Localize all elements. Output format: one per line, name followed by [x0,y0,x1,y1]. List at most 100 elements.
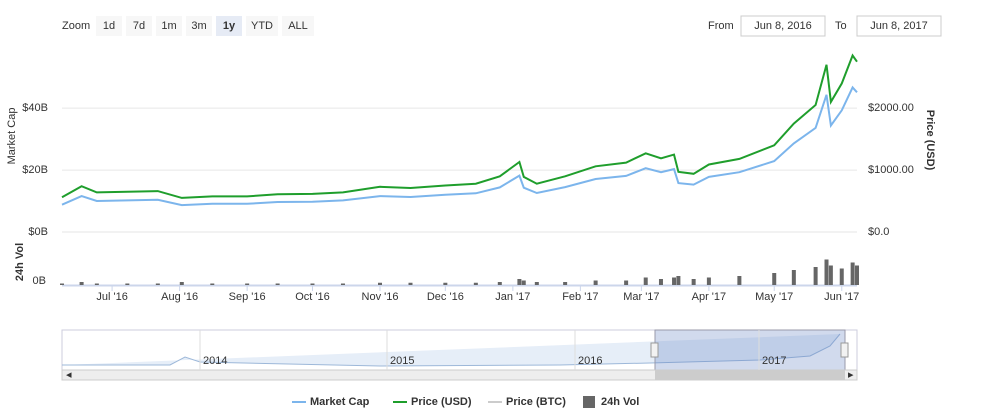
from-input[interactable] [740,15,826,37]
x-tick-label: Jun '17 [824,291,859,303]
navigator-label: 2014 [203,355,227,367]
y-tick-label: $40B [22,102,48,114]
x-tick-label: Aug '16 [161,291,198,303]
legend-item[interactable]: Market Cap [310,396,370,408]
zoom-button-bg[interactable] [96,16,122,36]
from-value[interactable]: Jun 8, 2016 [754,20,812,32]
volume-bar [850,262,855,285]
zoom-button[interactable]: 7d [133,20,145,32]
y2-tick-label: $1000.00 [868,164,914,176]
navigator-series [62,333,841,367]
volume-bar [179,282,184,285]
zoom-button[interactable]: 1m [161,20,176,32]
legend-item[interactable]: 24h Vol [601,396,639,408]
zoom-button-bg[interactable] [186,16,212,36]
scroll-right[interactable]: ▸ [848,369,854,381]
volume-bar [521,280,526,285]
volume-bar [310,283,315,285]
zoom-button[interactable]: 1y [223,20,236,32]
volume-bar [408,282,413,285]
volume-bar [275,283,280,285]
volume-bar [813,267,818,285]
zoom-label: Zoom [62,20,90,32]
volume-bar [94,283,99,285]
scrollbar[interactable] [61,369,858,381]
navigator-handle[interactable] [650,342,659,358]
volume-bar [593,280,598,285]
volume-bar [855,265,859,285]
series-line [61,85,858,207]
volume-bar [658,279,663,285]
y2-axis-title: Price (USD) [924,110,936,171]
y-tick-label: $20B [22,164,48,176]
x-tick-label: Feb '17 [562,291,598,303]
volume-bar [624,280,629,285]
x-tick-label: Jul '16 [96,291,127,303]
to-label: To [835,20,847,32]
x-tick-label: Dec '16 [427,291,464,303]
legend-symbol[interactable] [583,396,595,408]
volume-bar [497,282,502,285]
zoom-button-bg[interactable] [156,16,182,36]
y3-tick-label: 0B [33,275,46,287]
navigator-handle[interactable] [840,342,849,358]
zoom-button[interactable]: YTD [251,20,273,32]
volume-bar [676,276,681,285]
zoom-button-bg[interactable] [216,16,242,36]
volume-bar [210,283,215,285]
y3-axis-title: 24h Vol [14,243,26,281]
zoom-button-bg[interactable] [246,16,278,36]
volume-bar [691,279,696,285]
volume-bar [839,268,844,285]
volume-bar [517,279,522,285]
x-tick-label: May '17 [755,291,793,303]
volume-bar [791,270,796,285]
volume-bar [443,282,448,285]
x-tick-label: Oct '16 [295,291,330,303]
volume-bar [125,283,130,285]
volume-bar [378,282,382,285]
x-tick-label: Nov '16 [362,291,399,303]
volume-bar [772,273,777,285]
y-axis-title: Market Cap [6,108,18,165]
volume-bar [60,283,64,285]
volume-bar [672,277,677,285]
navigator-label: 2016 [578,355,602,367]
from-label: From [708,20,734,32]
volume-bar [340,283,345,285]
zoom-button-bg[interactable] [126,16,152,36]
to-input[interactable] [856,15,942,37]
y2-tick-label: $2000.00 [868,102,914,114]
scrollbar-thumb[interactable] [655,370,845,380]
volume-bar [706,277,711,285]
zoom-button[interactable]: 1d [103,20,115,32]
volume-bar [155,283,160,285]
legend-item[interactable]: Price (USD) [411,396,472,408]
volume-bar [824,259,829,285]
volume-bar [737,276,742,285]
volume-bar [828,265,833,285]
zoom-button-bg[interactable] [282,16,314,36]
volume-bar [79,282,84,285]
legend-item[interactable]: Price (BTC) [506,396,566,408]
series-line [61,53,858,199]
volume-bar [245,283,250,285]
y2-tick-label: $0.0 [868,226,889,238]
navigator-label: 2015 [390,355,414,367]
y-tick-label: $0B [28,226,48,238]
volume-bar [643,277,648,285]
x-tick-label: Jan '17 [495,291,530,303]
zoom-button[interactable]: 3m [191,20,206,32]
navigator-selection[interactable] [654,329,846,371]
to-value[interactable]: Jun 8, 2017 [870,20,928,32]
navigator-label: 2017 [762,355,786,367]
volume-bar [563,282,568,285]
volume-bar [473,282,478,285]
zoom-button[interactable]: ALL [288,20,308,32]
scroll-left[interactable]: ◂ [66,369,72,381]
x-tick-label: Sep '16 [229,291,266,303]
x-tick-label: Apr '17 [692,291,727,303]
x-tick-label: Mar '17 [623,291,659,303]
volume-bar [534,282,539,285]
